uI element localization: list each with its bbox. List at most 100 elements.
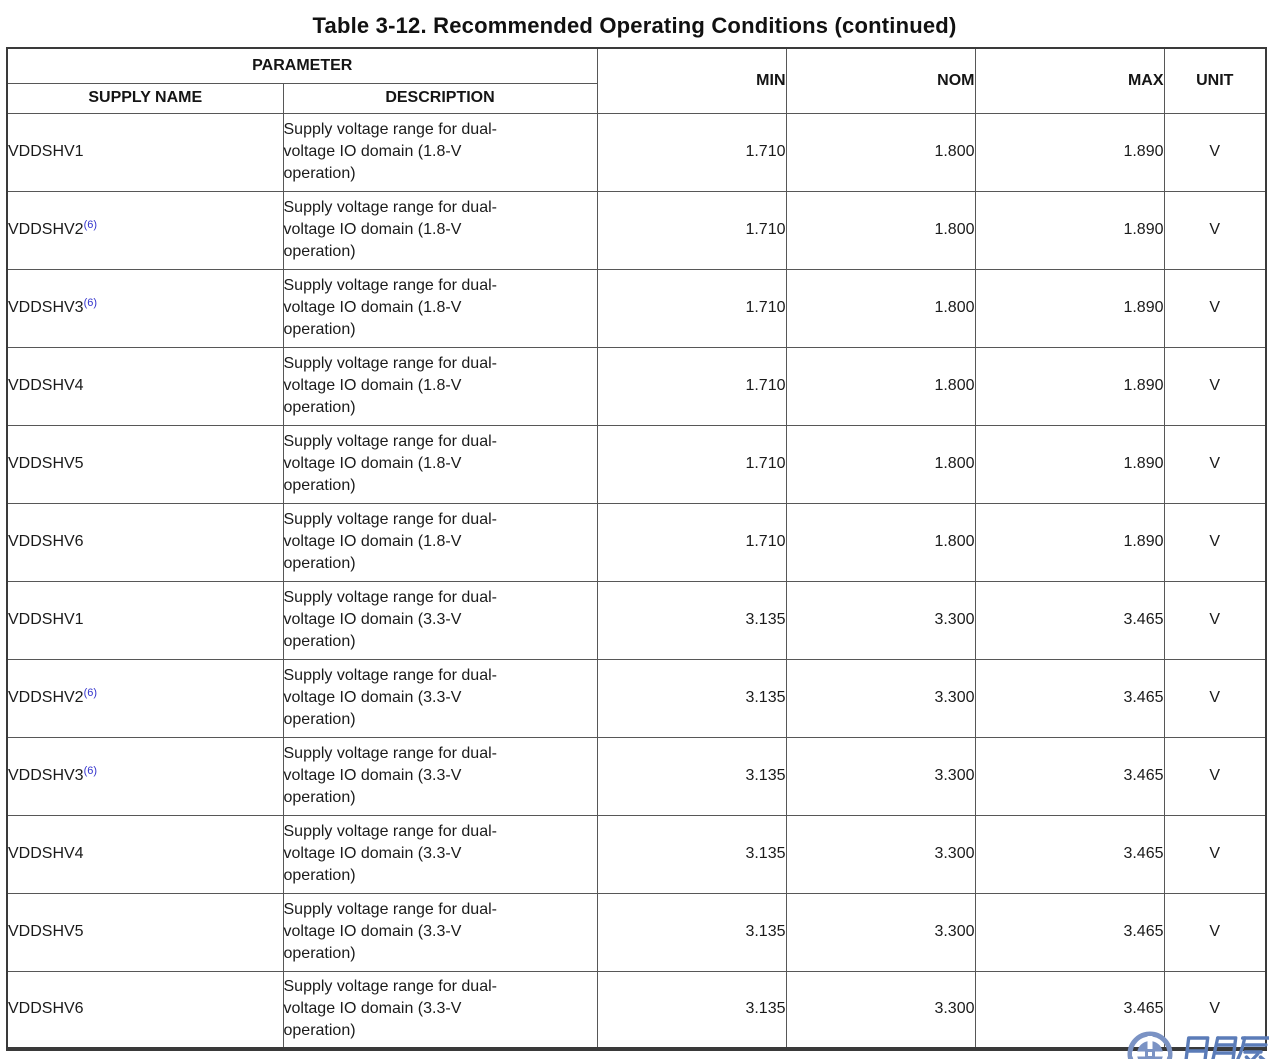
max-cell: 3.465 <box>974 658 1165 738</box>
supply-name-cell: VDDSHV6 <box>6 970 284 1050</box>
footnote-ref[interactable]: (6) <box>83 765 98 777</box>
min-cell: 3.135 <box>596 580 787 660</box>
supply-name: VDDSHV2 <box>8 689 84 706</box>
description-cell: Supply voltage range for dual-voltage IO… <box>282 580 598 660</box>
unit-cell: V <box>1163 814 1267 894</box>
supply-name: VDDSHV4 <box>8 377 84 394</box>
description-cell: Supply voltage range for dual-voltage IO… <box>282 190 598 270</box>
supply-name-cell: VDDSHV5 <box>6 424 284 504</box>
unit-cell: V <box>1163 424 1267 504</box>
supply-name: VDDSHV2 <box>8 221 84 238</box>
description-cell: Supply voltage range for dual-voltage IO… <box>282 814 598 894</box>
page-title: Table 3-12. Recommended Operating Condit… <box>312 13 957 38</box>
max-cell: 1.890 <box>974 424 1165 504</box>
nom-cell: 1.800 <box>785 112 976 192</box>
max-cell: 3.465 <box>974 814 1165 894</box>
table-row: VDDSHV1 Supply voltage range for dual-vo… <box>6 112 1267 192</box>
description-cell: Supply voltage range for dual-voltage IO… <box>282 736 598 816</box>
description-text: Supply voltage range for dual-voltage IO… <box>283 355 497 416</box>
table-row: VDDSHV4 Supply voltage range for dual-vo… <box>6 814 1267 894</box>
min-cell: 1.710 <box>596 502 787 582</box>
nom-cell: 1.800 <box>785 502 976 582</box>
nom-cell: 3.300 <box>785 736 976 816</box>
description-text: Supply voltage range for dual-voltage IO… <box>283 199 497 260</box>
nom-cell: 1.800 <box>785 424 976 504</box>
max-cell: 3.465 <box>974 970 1165 1050</box>
supply-name: VDDSHV6 <box>8 1000 84 1018</box>
table-row: VDDSHV2(6) Supply voltage range for dual… <box>6 190 1267 270</box>
header-nom: NOM <box>785 47 976 114</box>
description-text: Supply voltage range for dual-voltage IO… <box>283 978 497 1040</box>
description-cell: Supply voltage range for dual-voltage IO… <box>282 658 598 738</box>
table-header: PARAMETER MIN NOM MAX UNIT SUPPLY NAME D… <box>6 47 1267 114</box>
description-text: Supply voltage range for dual-voltage IO… <box>283 511 497 572</box>
description-text: Supply voltage range for dual-voltage IO… <box>283 823 497 884</box>
nom-cell: 1.800 <box>785 190 976 270</box>
table-row: VDDSHV5 Supply voltage range for dual-vo… <box>6 424 1267 504</box>
description-text: Supply voltage range for dual-voltage IO… <box>283 121 497 182</box>
max-cell: 1.890 <box>974 502 1165 582</box>
supply-name-cell: VDDSHV6 <box>6 502 284 582</box>
min-cell: 1.710 <box>596 190 787 270</box>
table-row: VDDSHV4 Supply voltage range for dual-vo… <box>6 346 1267 426</box>
header-supply-name: SUPPLY NAME <box>6 82 284 114</box>
description-cell: Supply voltage range for dual-voltage IO… <box>282 424 598 504</box>
footnote-ref[interactable]: (6) <box>83 687 98 699</box>
header-max: MAX <box>974 47 1165 114</box>
unit-cell: V <box>1163 580 1267 660</box>
max-cell: 1.890 <box>974 112 1165 192</box>
unit-cell: V <box>1163 346 1267 426</box>
nom-cell: 1.800 <box>785 268 976 348</box>
table-row: VDDSHV2(6) Supply voltage range for dual… <box>6 658 1267 738</box>
footnote-ref[interactable]: (6) <box>83 297 98 309</box>
description-cell: Supply voltage range for dual-voltage IO… <box>282 268 598 348</box>
min-cell: 3.135 <box>596 892 787 972</box>
unit-cell: V <box>1163 112 1267 192</box>
supply-name-cell: VDDSHV3(6) <box>6 268 284 348</box>
nom-cell: 3.300 <box>785 892 976 972</box>
table-row: VDDSHV1 Supply voltage range for dual-vo… <box>6 580 1267 660</box>
description-text: Supply voltage range for dual-voltage IO… <box>283 433 497 494</box>
supply-name: VDDSHV4 <box>8 845 84 862</box>
table-body: VDDSHV1 Supply voltage range for dual-vo… <box>6 112 1267 1050</box>
table-row: VDDSHV3(6) Supply voltage range for dual… <box>6 268 1267 348</box>
max-cell: 1.890 <box>974 346 1165 426</box>
table-row: VDDSHV6 Supply voltage range for dual-vo… <box>6 970 1267 1050</box>
footnote-ref[interactable]: (6) <box>83 219 98 231</box>
description-cell: Supply voltage range for dual-voltage IO… <box>282 112 598 192</box>
unit-cell: V <box>1163 502 1267 582</box>
operating-conditions-table: PARAMETER MIN NOM MAX UNIT SUPPLY NAME D… <box>6 47 1267 1051</box>
supply-name: VDDSHV1 <box>8 611 84 628</box>
description-cell: Supply voltage range for dual-voltage IO… <box>282 892 598 972</box>
table-row: VDDSHV6 Supply voltage range for dual-vo… <box>6 502 1267 582</box>
supply-name-cell: VDDSHV5 <box>6 892 284 972</box>
supply-name-cell: VDDSHV3(6) <box>6 736 284 816</box>
unit-cell: V <box>1163 268 1267 348</box>
description-cell: Supply voltage range for dual-voltage IO… <box>282 502 598 582</box>
supply-name-cell: VDDSHV4 <box>6 346 284 426</box>
min-cell: 1.710 <box>596 424 787 504</box>
max-cell: 1.890 <box>974 268 1165 348</box>
unit-cell: V <box>1163 658 1267 738</box>
min-cell: 1.710 <box>596 112 787 192</box>
supply-name: VDDSHV3 <box>8 299 84 316</box>
min-cell: 3.135 <box>596 814 787 894</box>
nom-cell: 1.800 <box>785 346 976 426</box>
max-cell: 1.890 <box>974 190 1165 270</box>
min-cell: 1.710 <box>596 268 787 348</box>
description-cell: Supply voltage range for dual-voltage IO… <box>282 346 598 426</box>
min-cell: 3.135 <box>596 970 787 1050</box>
min-cell: 3.135 <box>596 658 787 738</box>
supply-name: VDDSHV3 <box>8 767 84 784</box>
table-row: VDDSHV5 Supply voltage range for dual-vo… <box>6 892 1267 972</box>
nom-cell: 3.300 <box>785 814 976 894</box>
supply-name: VDDSHV6 <box>8 533 84 550</box>
description-text: Supply voltage range for dual-voltage IO… <box>283 667 497 728</box>
description-text: Supply voltage range for dual-voltage IO… <box>283 745 497 806</box>
description-cell: Supply voltage range for dual-voltage IO… <box>282 970 598 1050</box>
unit-cell: V <box>1163 892 1267 972</box>
max-cell: 3.465 <box>974 580 1165 660</box>
nom-cell: 3.300 <box>785 970 976 1050</box>
description-text: Supply voltage range for dual-voltage IO… <box>283 901 497 962</box>
supply-name-cell: VDDSHV4 <box>6 814 284 894</box>
